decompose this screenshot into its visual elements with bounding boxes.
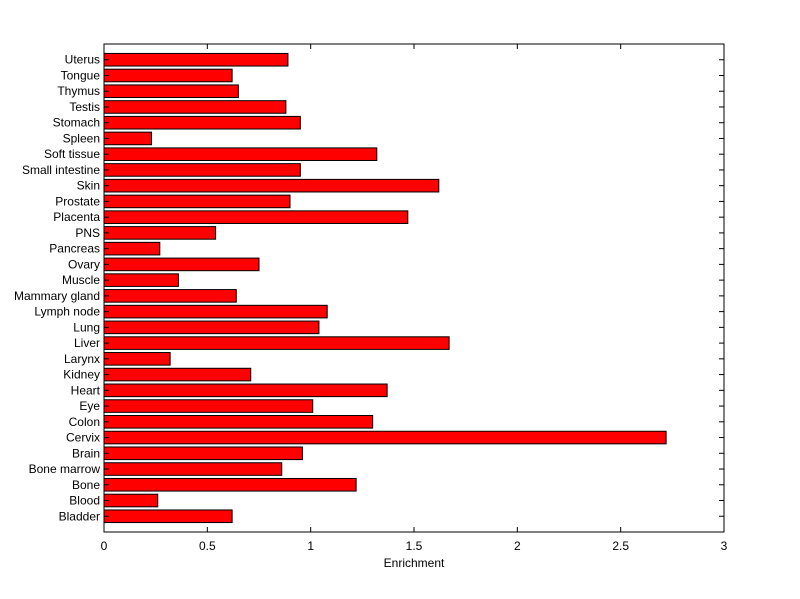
y-tick-label-pns: PNS: [75, 226, 100, 240]
bar-soft-tissue: [103, 147, 378, 161]
bar-brain: [103, 446, 303, 461]
y-tick-label-uterus: Uterus: [65, 53, 100, 67]
plot-frame: [103, 43, 725, 533]
bar-testis: [103, 100, 287, 114]
y-tick-label-bladder: Bladder: [59, 509, 100, 523]
bar-eye: [103, 399, 314, 413]
x-tick-label: 2.5: [612, 539, 629, 553]
y-tick-label-small-intestine: Small intestine: [22, 163, 100, 177]
x-tick-label: 0.5: [199, 539, 216, 553]
bar-kidney: [103, 367, 252, 382]
bar-prostate: [103, 194, 291, 209]
bar-ovary: [103, 257, 260, 272]
x-axis-label: Enrichment: [384, 556, 445, 570]
y-tick-label-tongue: Tongue: [61, 68, 101, 82]
y-tick-label-kidney: Kidney: [63, 368, 100, 382]
bar-cervix: [103, 430, 667, 445]
x-tick-label: 0: [101, 539, 108, 553]
y-tick-label-blood: Blood: [69, 494, 100, 508]
y-tick-label-thymus: Thymus: [57, 84, 100, 98]
bar-small-intestine: [103, 163, 301, 177]
bar-muscle: [103, 273, 179, 287]
bar-pns: [103, 226, 217, 240]
bar-skin: [103, 178, 440, 193]
y-tick-label-cervix: Cervix: [66, 431, 100, 445]
y-tick-label-colon: Colon: [69, 415, 100, 429]
x-tick-label: 2: [514, 539, 521, 553]
y-tick-label-muscle: Muscle: [62, 273, 100, 287]
bar-thymus: [103, 84, 239, 99]
x-tick-label: 1: [307, 539, 314, 553]
bar-tongue: [103, 68, 233, 83]
x-tick-label: 1.5: [406, 539, 423, 553]
y-tick-label-lymph-node: Lymph node: [34, 305, 100, 319]
y-tick-label-soft-tissue: Soft tissue: [44, 147, 100, 161]
y-tick-label-mammary-gland: Mammary gland: [14, 289, 100, 303]
y-tick-label-testis: Testis: [69, 100, 100, 114]
bar-lymph-node: [103, 304, 328, 319]
bar-blood: [103, 493, 159, 508]
y-tick-label-eye: Eye: [79, 399, 100, 413]
bar-bone-marrow: [103, 462, 283, 476]
y-tick-label-prostate: Prostate: [55, 194, 100, 208]
y-tick-label-liver: Liver: [74, 336, 100, 350]
y-tick-label-placenta: Placenta: [53, 210, 100, 224]
bar-mammary-gland: [103, 289, 237, 303]
y-tick-label-larynx: Larynx: [64, 352, 100, 366]
y-tick-label-skin: Skin: [77, 179, 100, 193]
y-tick-label-brain: Brain: [72, 446, 100, 460]
y-tick-label-spleen: Spleen: [63, 131, 100, 145]
bar-stomach: [103, 115, 301, 130]
y-tick-label-ovary: Ovary: [68, 257, 100, 271]
y-tick-label-bone: Bone: [72, 478, 100, 492]
bar-liver: [103, 336, 450, 350]
y-tick-label-heart: Heart: [71, 383, 101, 397]
bar-pancreas: [103, 241, 161, 256]
bar-spleen: [103, 131, 153, 146]
bar-bladder: [103, 509, 233, 524]
bar-colon: [103, 415, 374, 429]
y-tick-label-bone-marrow: Bone marrow: [29, 462, 101, 476]
bar-larynx: [103, 352, 171, 366]
bar-bone: [103, 477, 357, 492]
y-tick-label-stomach: Stomach: [53, 116, 100, 130]
bar-placenta: [103, 210, 409, 224]
bar-lung: [103, 320, 320, 335]
x-tick-label: 3: [721, 539, 728, 553]
y-tick-label-lung: Lung: [73, 320, 100, 334]
y-tick-label-pancreas: Pancreas: [49, 242, 100, 256]
bar-uterus: [103, 52, 289, 67]
bar-heart: [103, 383, 388, 398]
